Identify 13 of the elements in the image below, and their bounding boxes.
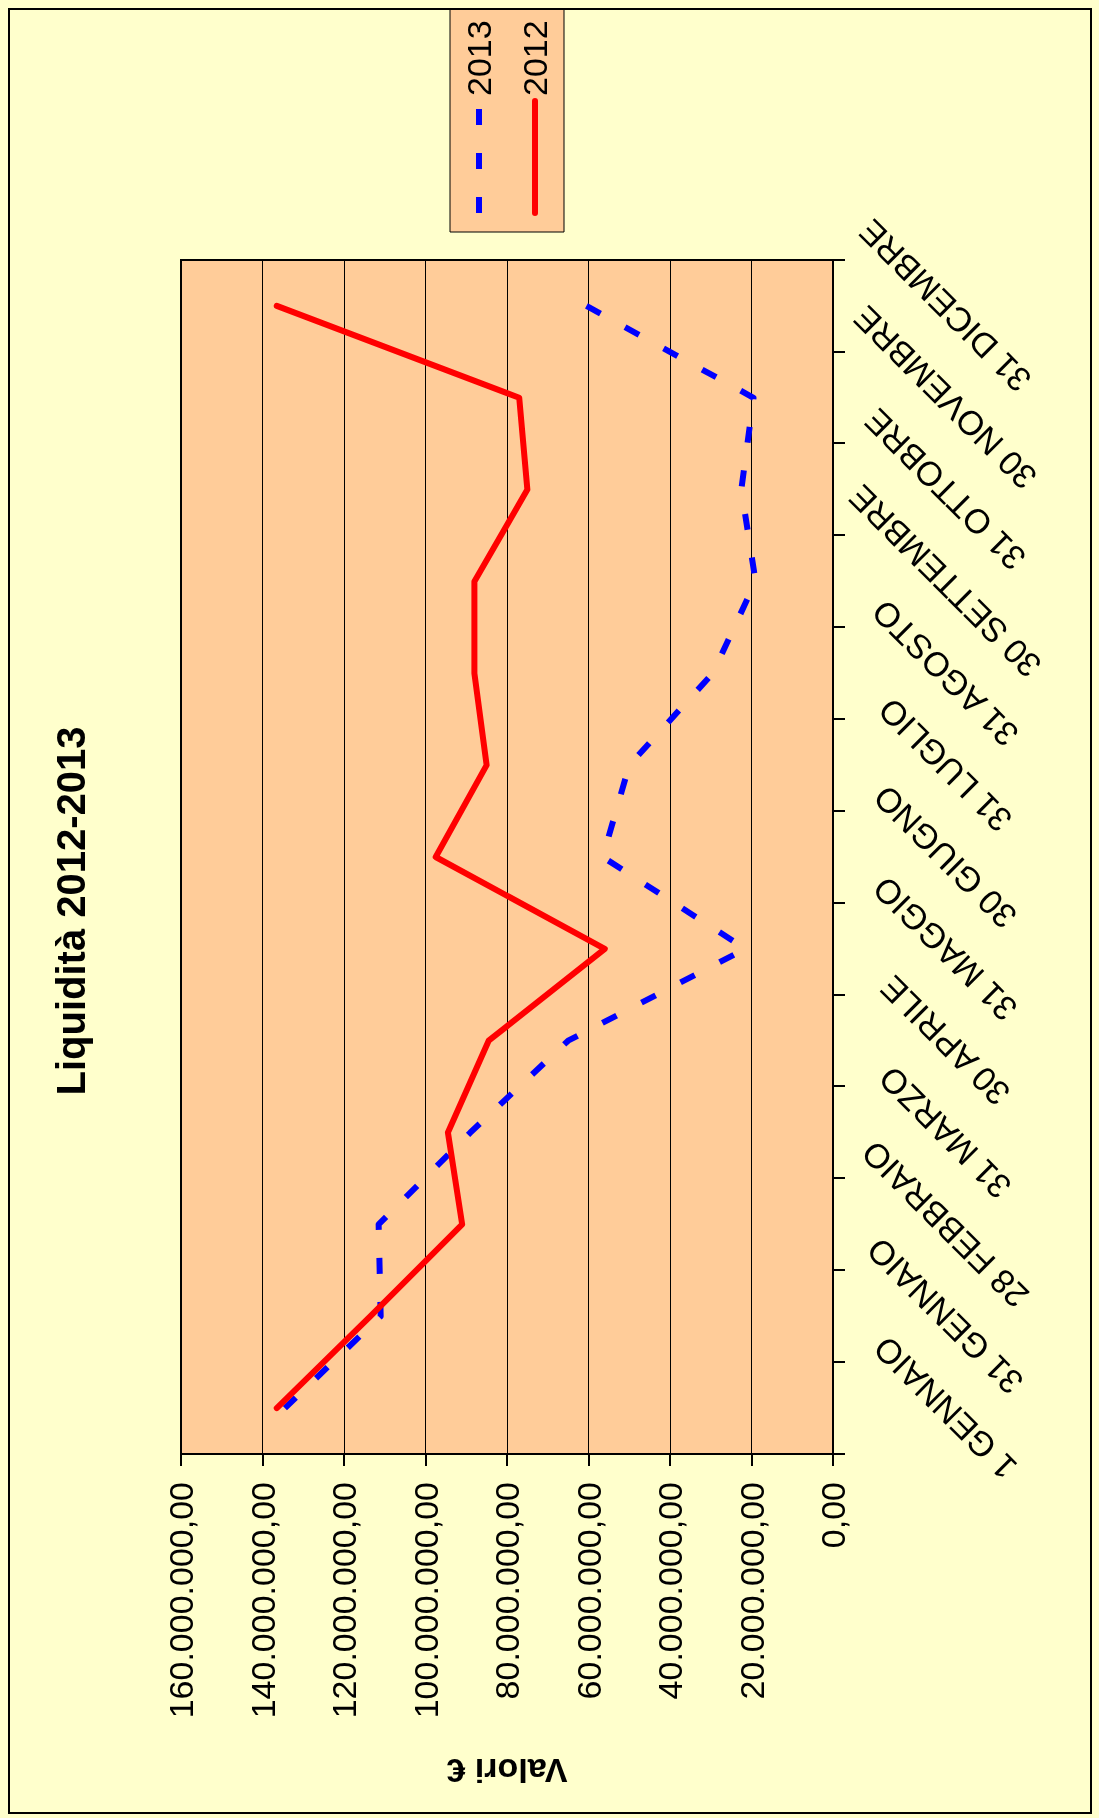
x-axis-title: Valori € — [446, 1752, 568, 1790]
x-tick-label: 20.000.000,00 — [732, 1482, 771, 1700]
x-tick-label: 120.000.000,00 — [325, 1482, 363, 1719]
x-tick-label: 0,00 — [814, 1482, 852, 1549]
x-tick-label: 60.000.000,00 — [569, 1482, 608, 1700]
x-tick-label: 80.000.000,00 — [488, 1482, 526, 1700]
text: Liquidità 2012-2013 — [49, 726, 93, 1096]
x-tick-label: 100.000.000,00 — [406, 1482, 445, 1719]
text: 2012 — [516, 20, 554, 96]
x-tick-label: 160.000.000,00 — [162, 1482, 200, 1719]
x-tick-label: 40.000.000,00 — [651, 1482, 689, 1700]
text: 2013 — [460, 20, 498, 96]
x-tick-label: 140.000.000,00 — [243, 1482, 282, 1719]
